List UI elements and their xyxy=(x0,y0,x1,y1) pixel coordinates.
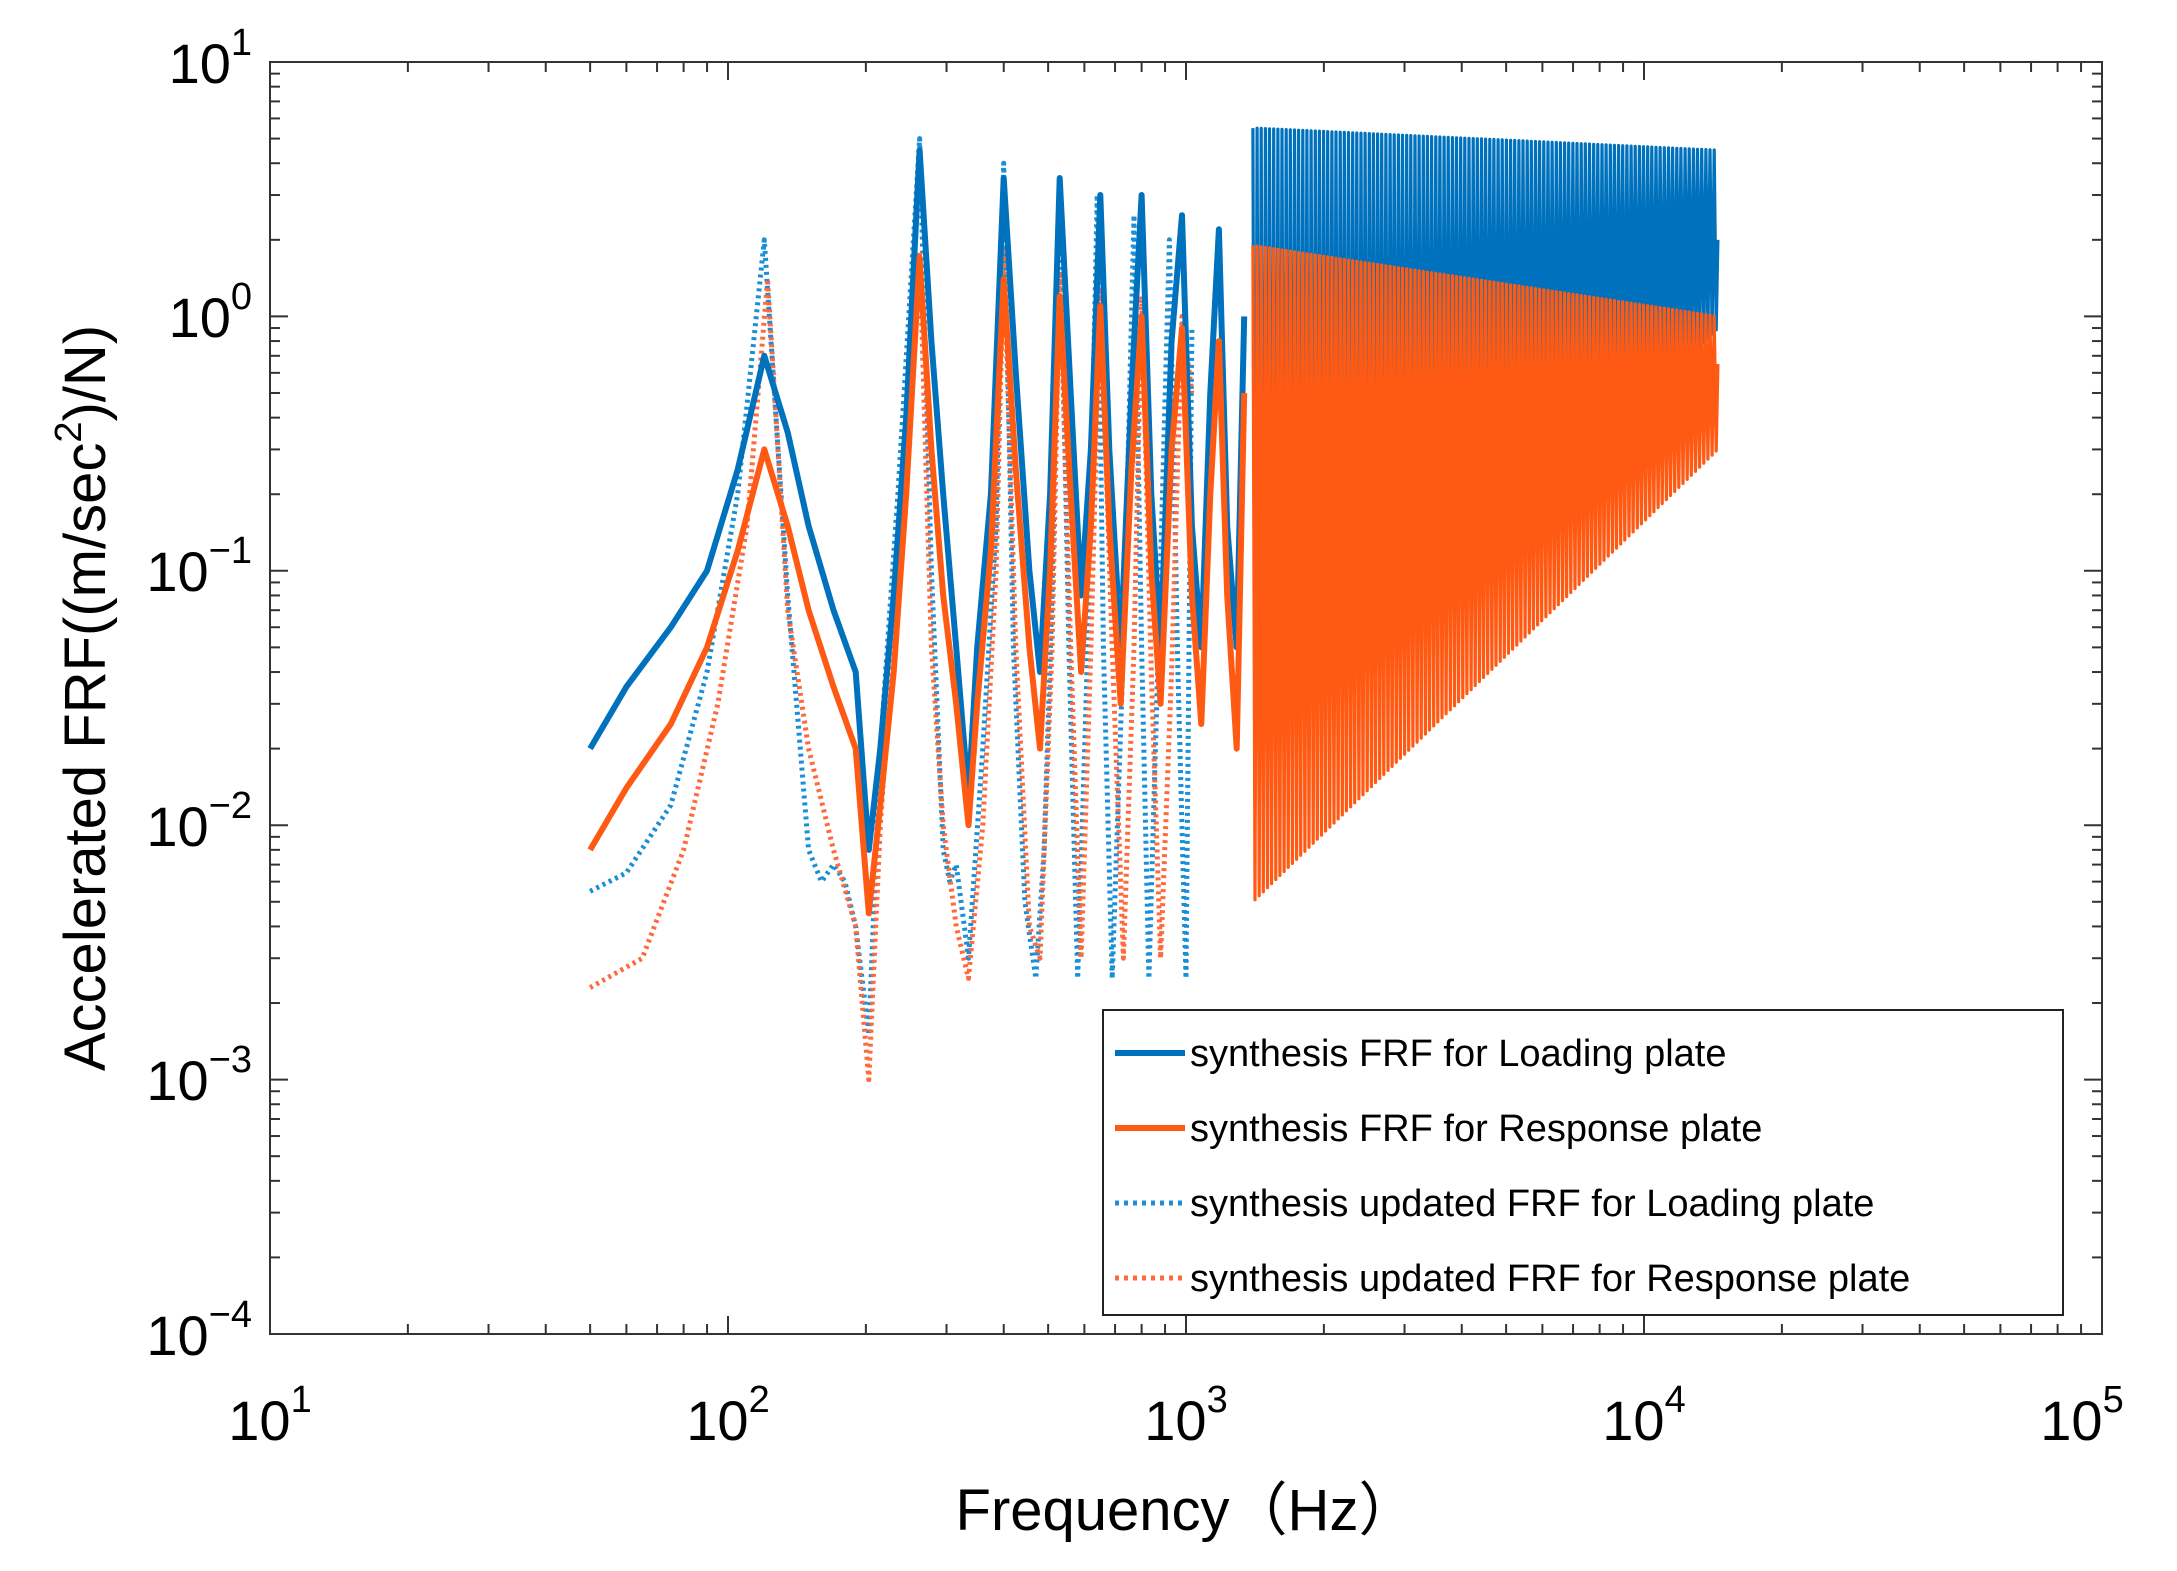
y-tick-label: 101 xyxy=(169,22,252,95)
y-tick-label: 10−3 xyxy=(146,1039,252,1112)
series-layer xyxy=(587,126,1720,1083)
x-tick-label: 102 xyxy=(686,1379,769,1452)
legend-box xyxy=(1102,1009,2064,1316)
legend-label-updated-loading: synthesis updated FRF for Loading plate xyxy=(1190,1183,1874,1225)
x-tick-labels: 101 102 103 104 105 xyxy=(228,1379,2123,1452)
legend-label-loading: synthesis FRF for Loading plate xyxy=(1190,1033,1727,1075)
legend-label-response: synthesis FRF for Response plate xyxy=(1190,1108,1762,1150)
series-loading xyxy=(587,147,1248,853)
x-tick-label: 103 xyxy=(1144,1379,1227,1452)
y-tick-labels: 101 100 10−1 10−2 10−3 10−4 xyxy=(146,22,252,1367)
series-response-dense xyxy=(1251,244,1720,902)
x-tick-label: 104 xyxy=(1602,1379,1685,1452)
x-axis-label: Frequency（Hz） xyxy=(956,1478,1417,1543)
series-response xyxy=(587,254,1248,917)
x-tick-label: 105 xyxy=(2040,1379,2123,1452)
x-tick-label: 101 xyxy=(228,1379,311,1452)
legend: synthesis FRF for Loading plate synthesi… xyxy=(1102,1009,2064,1316)
y-tick-label: 10−1 xyxy=(146,530,252,603)
ticks-layer xyxy=(269,61,2103,1335)
y-tick-label: 100 xyxy=(169,276,252,349)
y-tick-label: 10−2 xyxy=(146,785,252,858)
legend-label-updated-response: synthesis updated FRF for Response plate xyxy=(1190,1258,1910,1300)
y-axis-label: Accelerated FRF((m/sec2)/N) xyxy=(48,325,118,1071)
y-tick-label: 10−4 xyxy=(146,1294,252,1367)
